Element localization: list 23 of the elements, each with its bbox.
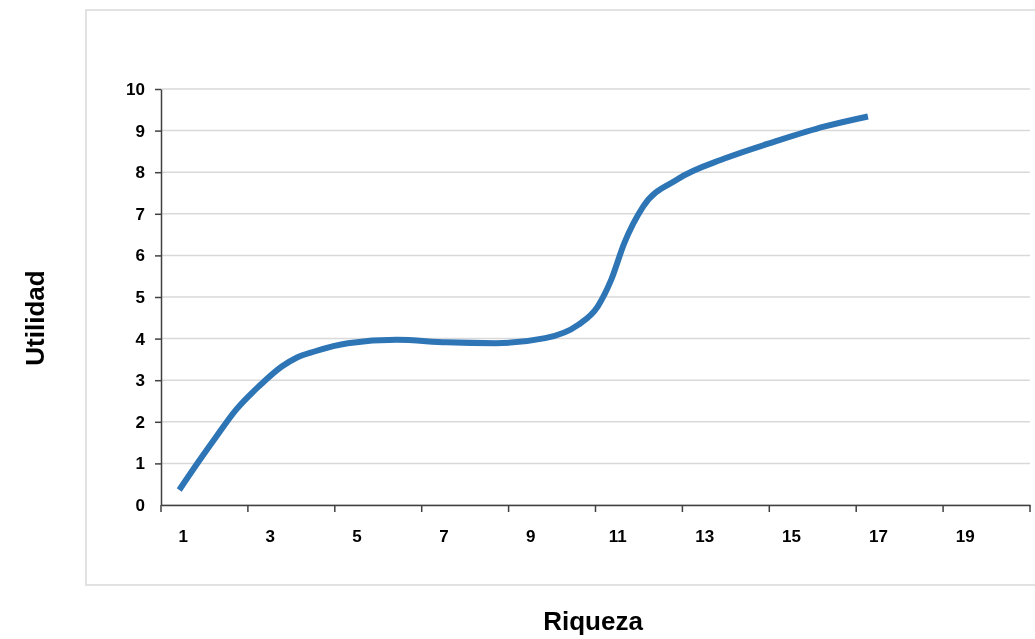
y-tick-label: 1 — [135, 454, 145, 474]
y-tick-label: 8 — [135, 163, 145, 183]
y-axis-title: Utilidad — [20, 270, 50, 366]
x-tick-label: 1 — [178, 527, 188, 547]
y-tick-label: 6 — [135, 246, 145, 266]
x-tick-label: 15 — [782, 527, 801, 547]
x-tick-label: 19 — [955, 527, 975, 547]
y-tick-label: 2 — [135, 412, 145, 432]
y-tick-label: 7 — [135, 204, 145, 224]
x-tick-label: 5 — [352, 527, 362, 547]
x-tick-label: 11 — [608, 527, 627, 547]
y-tick-label: 3 — [135, 371, 145, 391]
y-tick-label: 0 — [135, 495, 145, 515]
y-tick-label: 9 — [135, 121, 145, 141]
y-tick-label: 5 — [135, 287, 145, 307]
y-tick-label: 4 — [135, 329, 146, 349]
x-tick-label: 13 — [695, 527, 715, 547]
x-tick-label: 9 — [526, 527, 536, 547]
y-tick-label: 10 — [126, 79, 145, 99]
x-tick-label: 17 — [868, 527, 888, 547]
x-axis-title: Riqueza — [543, 606, 644, 636]
x-tick-label: 3 — [265, 527, 275, 547]
x-tick-label: 7 — [439, 527, 449, 547]
